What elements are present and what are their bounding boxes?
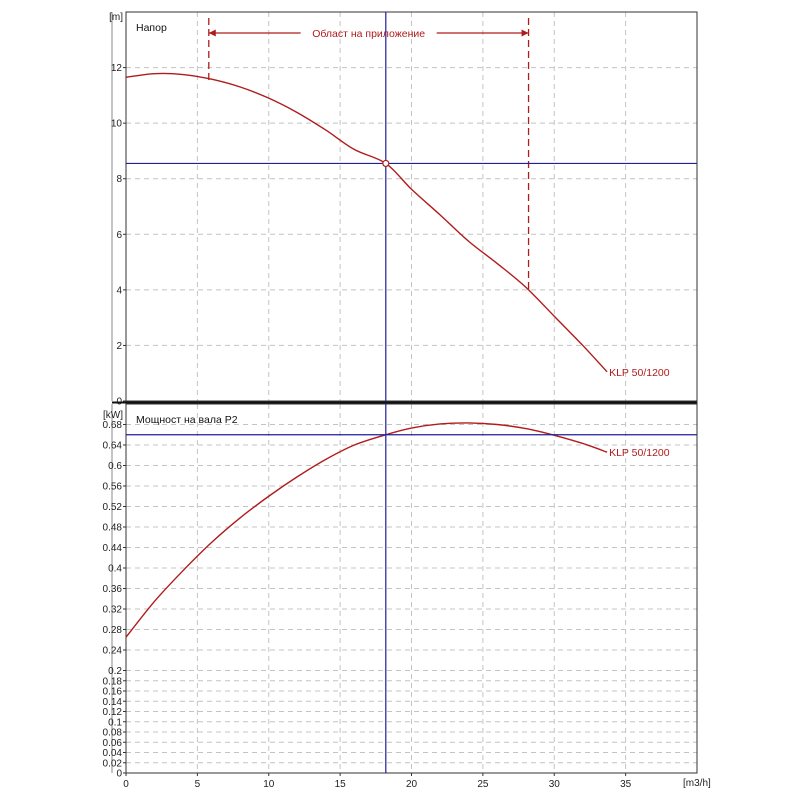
y-tick-label: 10 (111, 119, 123, 130)
operating-point-marker (382, 159, 390, 168)
y-axis-unit-label: [m] (109, 12, 123, 23)
application-range-label: Област на приложение (312, 28, 425, 40)
y-tick-label: 0.16 (103, 687, 123, 698)
y-tick-label: 0.44 (103, 543, 123, 554)
application-range: Област на приложение (208, 18, 530, 290)
series-line-0 (125, 72, 608, 373)
arrowhead-left-icon (208, 29, 216, 37)
y-tick-label: 0.64 (103, 441, 123, 452)
x-tick-label: 25 (477, 779, 489, 790)
arrowhead-right-icon (521, 29, 529, 37)
x-tick-label: 5 (195, 779, 201, 790)
x-tick-label: 30 (549, 779, 561, 790)
y-tick-label: 0.2 (108, 666, 122, 677)
y-tick-label: 0.32 (103, 605, 123, 616)
x-tick-label: 15 (335, 779, 347, 790)
y-tick-label: 0.1 (108, 717, 122, 728)
y-tick-label: 0.4 (108, 564, 122, 575)
x-tick-labels: 0 5 10 15 20 25 30 35 (123, 773, 632, 790)
series-label-0: KLP 50/1200 (609, 367, 670, 379)
y-tick-label: 0.02 (103, 758, 123, 769)
y-tick-label: 0.08 (103, 728, 123, 739)
x-tick-label: 35 (620, 779, 632, 790)
y-tick-label: 0.56 (103, 482, 123, 493)
y-tick-label: 0.12 (103, 707, 123, 718)
y-tick-labels: 00.020.040.060.080.10.120.140.160.180.2 0… (103, 420, 126, 780)
y-tick-label: 0.52 (103, 502, 123, 513)
x-tick-label: 0 (123, 779, 129, 790)
x-tick-label: 10 (263, 779, 275, 790)
y-tick-label: 0.28 (103, 625, 123, 636)
y-tick-label: 0.04 (103, 748, 123, 759)
panel-title: Напор (136, 22, 167, 34)
y-tick-label: 2 (116, 341, 122, 352)
y-tick-label: 0.68 (103, 420, 123, 431)
x-axis-unit-label: [m3/h] (683, 778, 711, 789)
y-axis-unit-label: [kW] (103, 410, 123, 421)
y-tick-label: 0.06 (103, 738, 123, 749)
y-tick-label: 0.24 (103, 646, 123, 657)
grid (126, 404, 697, 773)
x-tick-label: 20 (406, 779, 418, 790)
y-tick-label: 4 (116, 285, 122, 296)
y-tick-label: 0 (116, 769, 122, 780)
series-line-0 (125, 422, 608, 638)
y-tick-label: 0.18 (103, 676, 123, 687)
y-tick-label: 12 (111, 63, 123, 74)
y-tick-label: 8 (116, 174, 122, 185)
y-tick-label: 6 (116, 230, 122, 241)
y-tick-label: 0.36 (103, 584, 123, 595)
y-tick-label: 0.6 (108, 461, 122, 472)
series-label-0: KLP 50/1200 (609, 447, 670, 459)
y-tick-label: 0.14 (103, 697, 123, 708)
y-tick-label: 0.48 (103, 523, 123, 534)
panel-title: Мощност на вала P2 (136, 414, 238, 426)
